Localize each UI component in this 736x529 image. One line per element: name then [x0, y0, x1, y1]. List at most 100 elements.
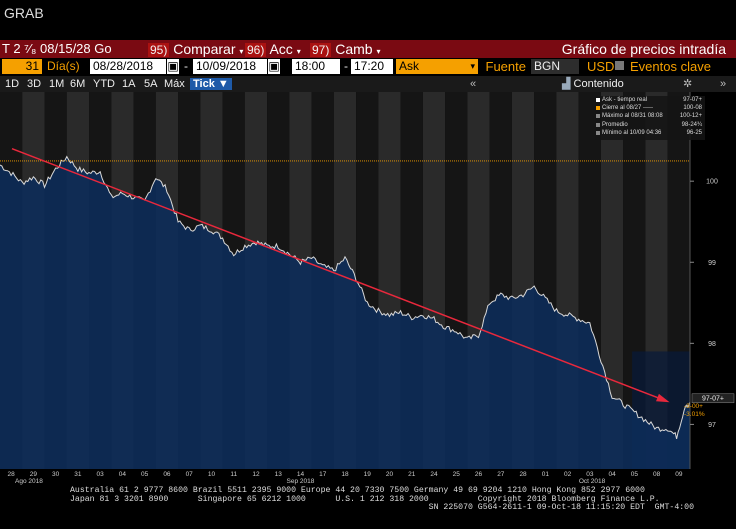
acc-label: Acc: [269, 41, 293, 57]
legend-entry: Mínimo al 10/09 04:36 96-25: [595, 129, 705, 137]
collapse-left-icon[interactable]: «: [470, 78, 477, 90]
end-time-input[interactable]: 17:20: [351, 59, 393, 74]
source-input[interactable]: BGN: [531, 59, 579, 74]
period-button-6m[interactable]: 6M: [70, 78, 86, 90]
period-button-1a[interactable]: 1A: [122, 78, 136, 90]
period-button-ytd[interactable]: YTD: [93, 78, 115, 90]
x-tick-label: 11: [230, 471, 237, 478]
x-tick-label: 30: [52, 471, 60, 478]
x-tick-label: 18: [341, 471, 349, 478]
legend-value: 100-12+: [679, 113, 702, 120]
chevron-down-icon: ▾: [470, 61, 475, 71]
content-label: Contenido: [573, 78, 624, 90]
x-tick-label: 02: [564, 471, 572, 478]
x-tick-label: 05: [631, 471, 639, 478]
tick-dropdown-label: Tick: [193, 78, 215, 90]
legend-entry: Ask - tiempo real 97-07+: [595, 96, 705, 104]
events-label: Eventos clave: [630, 59, 711, 74]
compare-label: Comparar: [173, 41, 236, 57]
tick-dropdown[interactable]: Tick ▼: [190, 78, 232, 90]
x-tick-label: 01: [542, 471, 550, 478]
x-tick-label: 03: [97, 471, 105, 478]
x-tick-label: 25: [453, 471, 461, 478]
y-tick-label: 98: [708, 341, 716, 348]
price-area: [0, 156, 690, 469]
content-button[interactable]: ▟ Contenido: [562, 78, 624, 90]
x-tick-label: 24: [430, 471, 438, 478]
x-tick-label: 13: [275, 471, 283, 478]
x-month-label: Ago 2018: [15, 478, 43, 485]
source-label: Fuente: [485, 59, 526, 74]
x-month-label: Sep 2018: [287, 478, 315, 485]
footer-line-3: SN 225070 G564-2611-1 09-Oct-18 11:15:20…: [70, 503, 694, 513]
last-value-box: [691, 393, 735, 404]
y-axis: 100 99 98 97: [689, 92, 718, 469]
legend-entry: Máximo al 08/31 08:08 100-12+: [595, 112, 705, 120]
start-time-input[interactable]: 18:00: [292, 59, 340, 74]
camb-button[interactable]: 97) Camb ▾: [310, 41, 381, 57]
price-chart: 100 99 98 97 28 29 30 31 03 04 05 06 07 10 11 12 13 14 17…: [0, 92, 735, 485]
camb-number: 97): [310, 43, 332, 57]
legend-swatch: [596, 98, 600, 102]
x-tick-label: 06: [163, 471, 171, 478]
start-date-input[interactable]: 08/28/2018: [90, 59, 166, 74]
chart-legend: Ask - tiempo real 97-07+ Cierre al 08/27 -…: [595, 96, 705, 140]
chevron-down-icon: ▾: [376, 47, 381, 56]
x-tick-label: 17: [319, 471, 327, 478]
calendar-icon[interactable]: ▣: [167, 59, 179, 74]
legend-swatch: [596, 106, 600, 111]
change-label: -3-00+: [684, 403, 703, 410]
legend-label: Mínimo al 10/09 04:36: [602, 129, 662, 136]
events-checkbox[interactable]: [614, 59, 626, 74]
days-label: Día(s): [47, 59, 80, 73]
period-button-1d[interactable]: 1D: [5, 78, 20, 90]
day-band: [600, 92, 624, 469]
period-bar: 1D 3D 1M 6M YTD 1A 5A Máx Tick ▼ « ▟ Contenido …: [0, 76, 736, 92]
acc-number: 96): [245, 43, 267, 57]
days-input[interactable]: 31: [2, 59, 42, 74]
end-date-input[interactable]: 10/09/2018: [193, 59, 267, 74]
x-tick-label: 03: [586, 471, 594, 478]
x-tick-label: 05: [141, 471, 149, 478]
x-tick-label: 28: [8, 471, 16, 478]
legend-swatch: [596, 122, 600, 127]
legend-label: Promedio: [602, 121, 628, 128]
x-axis: 28 29 30 31 03 04 05 06 07 10 11 12 13 14 17 18 19 20 21 24…: [8, 471, 683, 485]
collapse-right-icon[interactable]: »: [720, 78, 727, 90]
calendar-icon[interactable]: ▣: [268, 59, 280, 74]
x-tick-label: 10: [208, 471, 216, 478]
page-title: Gráfico de precios intradía: [561, 41, 726, 57]
x-tick-label: 26: [475, 471, 483, 478]
security-field[interactable]: T 2 ⁷⁄₈ 08/15/28 Go: [2, 41, 112, 56]
time-separator: -: [344, 59, 348, 73]
y-tick-label: 100: [706, 179, 718, 186]
x-tick-label: 08: [653, 471, 661, 478]
last-value-marker: 97-07+ -3-00+ -3.01%: [684, 393, 735, 418]
x-tick-label: 28: [519, 471, 527, 478]
settings-gear-icon[interactable]: ✲: [683, 78, 693, 90]
period-button-máx[interactable]: Máx: [164, 78, 185, 90]
x-tick-label: 29: [30, 471, 38, 478]
x-tick-label: 21: [408, 471, 416, 478]
trend-arrowhead: [656, 393, 670, 403]
date-separator: -: [184, 59, 188, 73]
ticker-label: GRAB: [4, 5, 44, 21]
compare-number: 95): [148, 43, 170, 57]
x-tick-label: 19: [364, 471, 372, 478]
legend-swatch: [596, 114, 600, 119]
field-select[interactable]: Ask ▾: [396, 59, 478, 74]
compare-button[interactable]: 95) Comparar ▾: [148, 41, 243, 57]
chevron-down-icon: ▾: [296, 47, 301, 56]
period-button-5a[interactable]: 5A: [144, 78, 158, 90]
period-button-1m[interactable]: 1M: [49, 78, 65, 90]
footer: Australia 61 2 9777 8600 Brazil 5511 239…: [70, 486, 694, 513]
x-tick-label: 07: [186, 471, 194, 478]
currency-label: USD: [587, 59, 615, 74]
x-tick-label: 09: [675, 471, 683, 478]
acc-button[interactable]: 96) Acc ▾: [245, 41, 301, 57]
period-button-3d[interactable]: 3D: [27, 78, 42, 90]
x-month-label: Oct 2018: [579, 478, 606, 485]
legend-value: 98-24¾: [681, 121, 702, 128]
footer-line-2: Japan 81 3 3201 8900 Singapore 65 6212 1…: [70, 494, 660, 504]
legend-label: Ask - tiempo real: [602, 97, 648, 103]
